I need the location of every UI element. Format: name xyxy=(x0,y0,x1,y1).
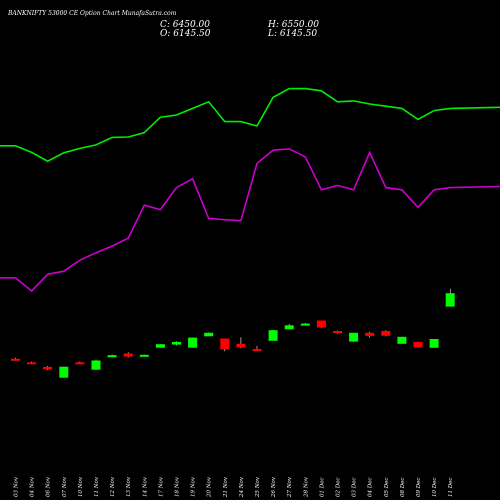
candle xyxy=(236,337,246,349)
x-tick-label: 02 Dec xyxy=(336,478,342,498)
candle-body xyxy=(43,366,53,370)
candle-body xyxy=(155,344,165,348)
x-tick-label: 08 Dec xyxy=(400,478,406,498)
indicator-line-1 xyxy=(0,87,500,163)
candle xyxy=(107,354,117,358)
candle xyxy=(43,366,53,370)
candle xyxy=(123,352,133,358)
candle-body xyxy=(139,354,149,357)
x-tick-label: 10 Dec xyxy=(432,478,438,498)
x-tick-label: 27 Nov xyxy=(287,476,293,498)
candle-body xyxy=(413,342,423,348)
candle-body xyxy=(445,293,455,307)
x-tick-label: 04 Dec xyxy=(368,478,374,498)
open-value: O: 6145.50 xyxy=(160,29,211,39)
x-tick-label: 10 Nov xyxy=(78,476,84,497)
x-tick-label: 05 Dec xyxy=(384,478,390,498)
x-tick-label: 25 Nov xyxy=(255,476,261,498)
x-tick-label: 03 Dec xyxy=(352,478,358,498)
candle xyxy=(75,361,85,365)
candle-body xyxy=(27,362,37,365)
close-value: C: 6450.00 xyxy=(160,20,210,30)
candle xyxy=(284,324,294,330)
x-tick-label: 04 Nov xyxy=(30,476,36,497)
chart-title: BANKNIFTY 53000 CE Option Chart MunafaSu… xyxy=(8,10,177,17)
candle xyxy=(204,332,214,337)
candle-body xyxy=(333,331,342,333)
candle xyxy=(333,330,342,334)
candle xyxy=(59,366,69,378)
low-value: L: 6145.50 xyxy=(268,29,318,39)
x-axis-labels: 03 Nov 04 Nov 06 Nov 07 Nov 10 Nov 11 Nov 12 N… xyxy=(14,476,455,498)
x-tick-label: 11 Dec xyxy=(448,478,454,498)
candle xyxy=(91,359,101,370)
x-tick-label: 03 Nov xyxy=(14,476,20,497)
candle-body xyxy=(381,331,391,336)
indicator-line-2 xyxy=(0,148,500,293)
candle-body xyxy=(91,360,101,370)
x-tick-label: 14 Nov xyxy=(142,476,148,497)
candle-body xyxy=(429,339,439,348)
candle-body xyxy=(284,325,294,330)
candle-body xyxy=(75,362,85,365)
x-tick-label: 28 Nov xyxy=(303,476,309,498)
candle-body xyxy=(252,349,262,352)
candle-body xyxy=(172,342,181,345)
candle-body xyxy=(300,323,310,326)
candle xyxy=(172,341,181,346)
candle xyxy=(429,339,439,348)
candle-body xyxy=(365,332,375,336)
candle xyxy=(139,354,149,357)
candle-body xyxy=(349,332,359,342)
candle-body xyxy=(236,343,246,348)
candle-body xyxy=(220,338,230,350)
candle-body xyxy=(123,353,133,357)
candle xyxy=(381,330,391,337)
candle xyxy=(155,344,165,348)
candle xyxy=(188,337,198,348)
candle-body xyxy=(11,358,20,361)
x-tick-label: 07 Nov xyxy=(62,476,68,497)
x-tick-label: 12 Nov xyxy=(110,476,116,497)
x-tick-label: 06 Nov xyxy=(46,476,52,497)
x-tick-label: 21 Nov xyxy=(223,476,229,498)
x-tick-label: 24 Nov xyxy=(239,476,245,498)
high-value: H: 6550.00 xyxy=(268,20,319,30)
candle xyxy=(268,329,278,341)
indicator-lines xyxy=(0,87,500,293)
candle-body xyxy=(188,337,198,348)
x-tick-label: 20 Nov xyxy=(207,476,213,498)
x-tick-label: 26 Nov xyxy=(271,476,277,498)
candle xyxy=(27,361,37,365)
candle xyxy=(397,336,407,344)
candle xyxy=(300,322,310,326)
candle-body xyxy=(397,336,407,344)
candle xyxy=(349,332,359,342)
candle xyxy=(413,341,423,348)
x-tick-label: 11 Nov xyxy=(94,476,100,497)
candle-body xyxy=(59,366,69,378)
candle xyxy=(252,346,262,352)
candle-body xyxy=(107,355,117,358)
candle xyxy=(220,338,230,352)
candle-body xyxy=(316,320,326,328)
candles xyxy=(11,288,455,378)
x-tick-label: 01 Dec xyxy=(319,478,325,498)
candle xyxy=(11,357,20,361)
x-tick-label: 18 Nov xyxy=(175,476,181,497)
candle-body xyxy=(268,330,278,341)
x-tick-label: 17 Nov xyxy=(158,476,164,497)
x-tick-label: 19 Nov xyxy=(191,476,197,497)
candle-body xyxy=(204,332,214,337)
x-tick-label: 13 Nov xyxy=(126,476,132,497)
x-tick-label: 09 Dec xyxy=(416,478,422,498)
candle xyxy=(445,288,455,307)
candle xyxy=(365,331,375,338)
candle xyxy=(316,320,326,329)
